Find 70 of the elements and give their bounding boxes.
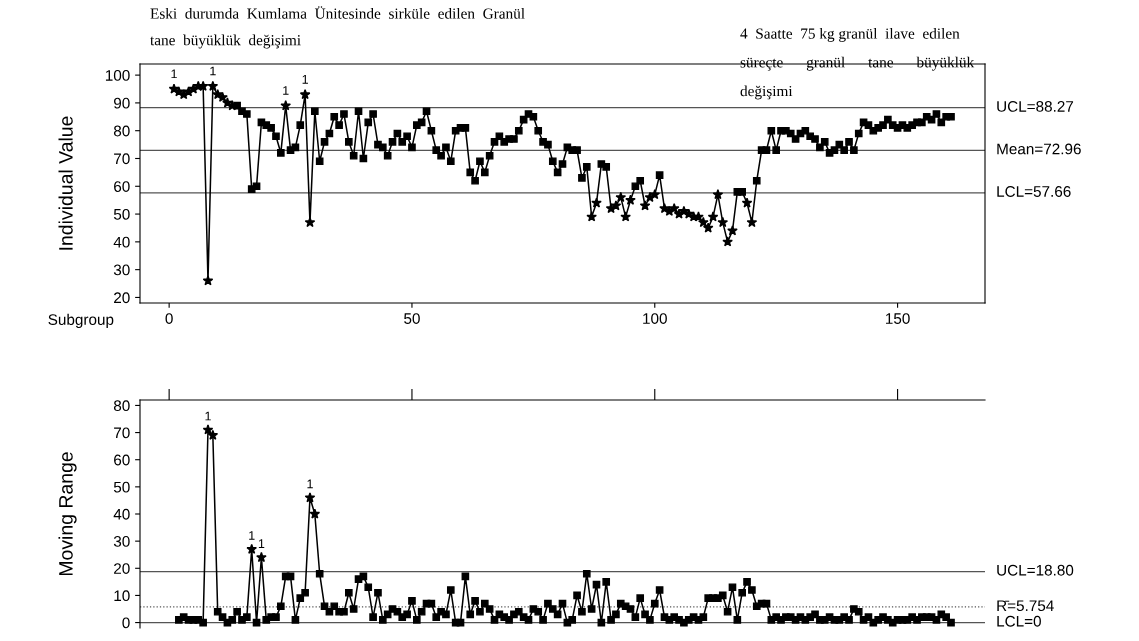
y-tick-label: 60 — [114, 181, 130, 192]
point — [702, 222, 714, 233]
annotation: 4 Saatte 75 kg granül ilave edilen süreçte granül tane büyüklük değişimi — [740, 28, 975, 100]
x-axis-title: Subgroup — [48, 313, 114, 328]
annotation: 1 — [205, 411, 211, 421]
x-tick-label: 50 — [404, 313, 420, 324]
point — [202, 275, 214, 286]
point — [707, 211, 719, 222]
point — [620, 211, 631, 222]
point — [615, 191, 627, 203]
y-tick-label: 50 — [113, 481, 130, 493]
ref-line-label: UCL=18.80 — [997, 564, 1074, 576]
point — [299, 89, 311, 100]
y-tick-label: 0 — [122, 617, 130, 629]
point — [649, 189, 661, 200]
point — [256, 551, 267, 563]
point — [207, 429, 219, 440]
point — [304, 492, 316, 503]
annotation: 1 — [302, 75, 308, 84]
x-tick-label: 0 — [165, 313, 173, 324]
x-tick-label: 150 — [886, 313, 910, 324]
point — [217, 91, 228, 102]
point — [741, 197, 753, 208]
point — [639, 200, 651, 211]
annotation: 1 — [249, 531, 255, 540]
text: Eski durumda Kumlama Ünitesinde sirküle edilen Granül tane büyüklük değişimi — [150, 6, 525, 49]
y-tick-label: 40 — [113, 236, 130, 248]
point — [202, 424, 214, 435]
ref-line-label: Mean=72.96 — [997, 143, 1081, 155]
y-tick-label: 70 — [114, 153, 130, 165]
y-tick-label: 80 — [113, 125, 130, 137]
x-tick-label: 100 — [643, 313, 667, 324]
y-tick-label: 100 — [105, 69, 130, 81]
annotation: 1 — [171, 69, 177, 79]
y-tick-label: 40 — [113, 508, 130, 520]
point — [586, 211, 597, 222]
point — [712, 189, 724, 200]
ref-line-label: LCL=57.66 — [997, 186, 1071, 197]
y-tick-label: 90 — [114, 97, 130, 109]
point — [309, 508, 321, 519]
annotation: 1 — [283, 86, 289, 95]
y-tick-label: 30 — [113, 264, 130, 276]
annotation: 1 — [307, 479, 313, 489]
point — [280, 100, 292, 111]
y-tick-label: 60 — [114, 454, 130, 466]
y-tick-label: 30 — [113, 536, 130, 547]
y-tick-label: 50 — [113, 208, 130, 220]
point — [591, 197, 602, 208]
point — [304, 216, 316, 228]
y-tick-label: 20 — [114, 292, 130, 304]
ref-line-label: R̄=5.754 — [997, 600, 1054, 612]
annotation: 1 — [258, 539, 265, 548]
ref-line-label: UCL=88.27 — [997, 101, 1074, 112]
ref-line-label: LCL=0 — [997, 615, 1041, 627]
point — [746, 216, 758, 228]
annotation: 1 — [210, 66, 216, 76]
point — [625, 194, 636, 205]
y-tick-label: 80 — [113, 400, 130, 412]
point — [722, 236, 733, 247]
point — [717, 216, 729, 228]
y-tick-label: 20 — [114, 563, 130, 574]
point — [246, 543, 258, 554]
y-tick-label: 10 — [114, 590, 130, 602]
y-tick-label: 70 — [114, 427, 130, 439]
point — [668, 202, 680, 214]
y-axis-title: Moving Range — [58, 452, 77, 576]
y-axis-title: Individual Value — [58, 116, 73, 250]
point — [698, 216, 709, 228]
point — [610, 200, 622, 211]
point — [207, 80, 219, 91]
